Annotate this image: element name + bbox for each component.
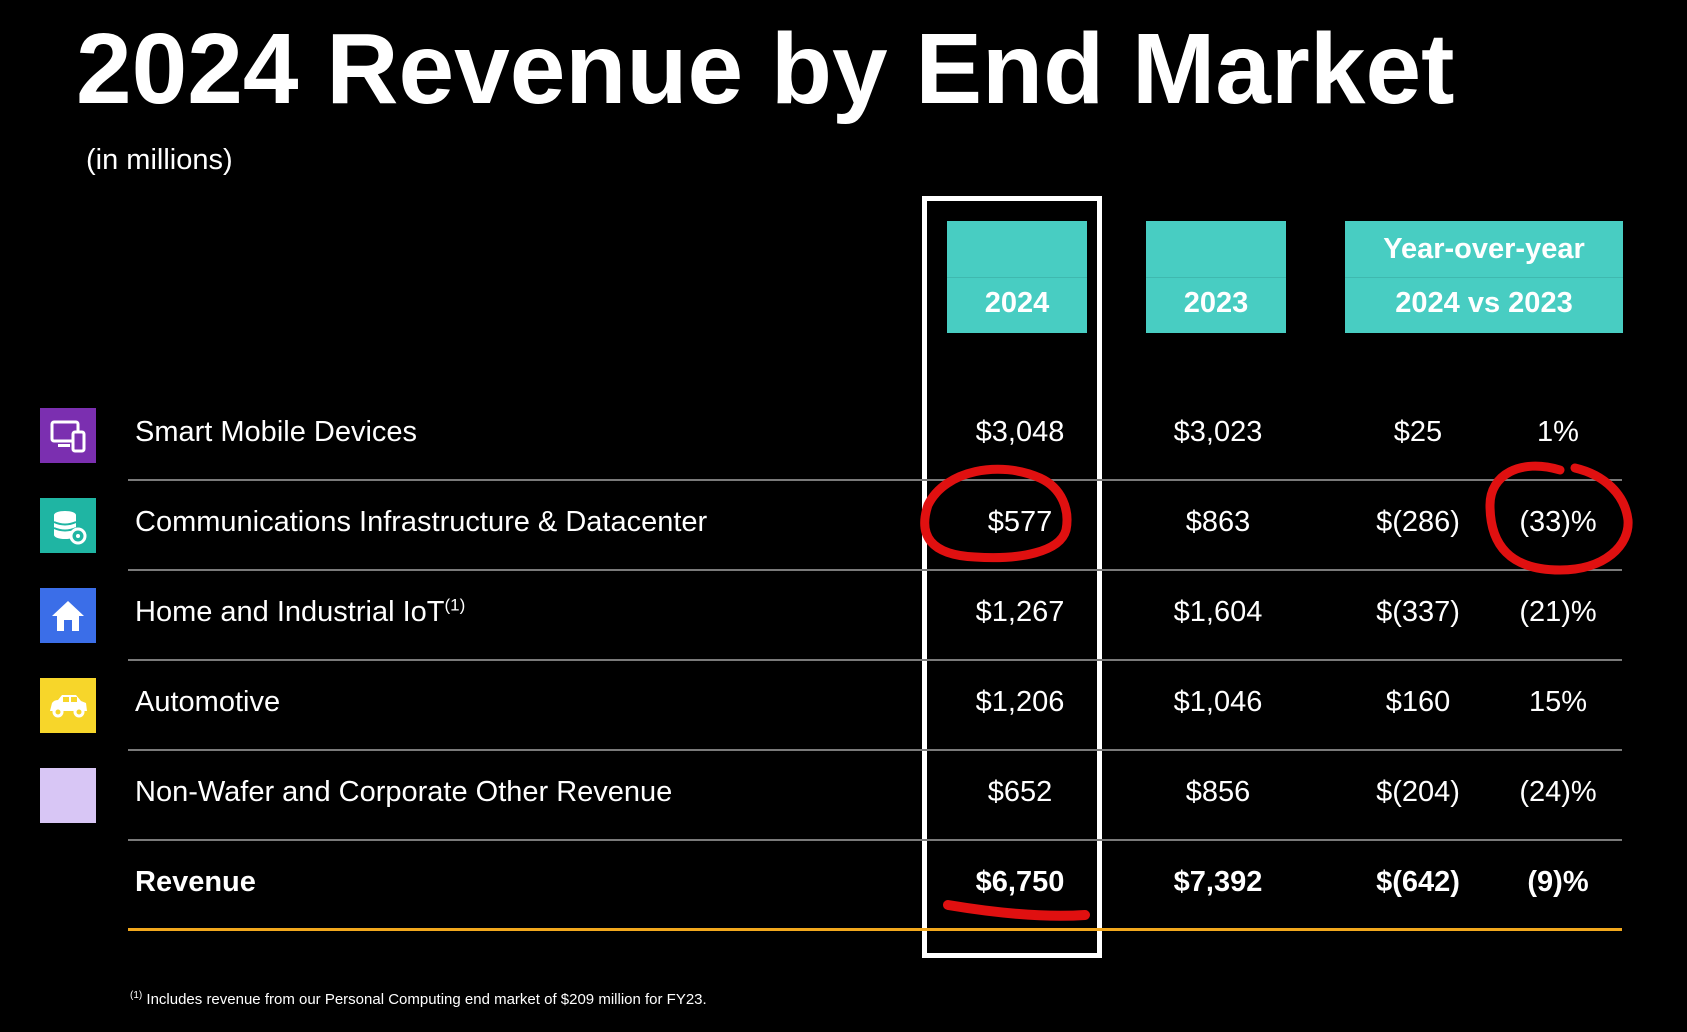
row-divider bbox=[128, 839, 1622, 841]
table-row: Non-Wafer and Corporate Other Revenue $6… bbox=[0, 748, 1687, 838]
row-divider bbox=[128, 749, 1622, 751]
value-2024: $652 bbox=[987, 776, 1053, 808]
yoy-percent: (33)% bbox=[1519, 506, 1597, 538]
header-2024: 2024 bbox=[947, 221, 1087, 333]
row-label: Automotive bbox=[135, 686, 281, 718]
row-label: Smart Mobile Devices bbox=[135, 416, 418, 448]
row-divider bbox=[128, 659, 1622, 661]
yoy-change: $25 bbox=[1393, 416, 1443, 448]
row-divider bbox=[128, 569, 1622, 571]
highlight-2024-frame bbox=[922, 196, 1102, 958]
value-2024: $3,048 bbox=[975, 416, 1065, 448]
home-icon bbox=[40, 588, 96, 643]
table-bottom-rule bbox=[128, 928, 1622, 931]
table-row: Automotive $1,206 $1,046 $160 15% bbox=[0, 658, 1687, 748]
car-icon bbox=[40, 678, 96, 733]
row-divider bbox=[128, 479, 1622, 481]
yoy-percent: (21)% bbox=[1519, 596, 1597, 628]
yoy-change: $(286) bbox=[1376, 506, 1460, 538]
total-2023: $7,392 bbox=[1173, 866, 1263, 898]
value-2024: $1,206 bbox=[975, 686, 1065, 718]
lavender-square-icon bbox=[40, 768, 96, 823]
total-row: Revenue $6,750 $7,392 $(642) (9)% bbox=[0, 838, 1687, 928]
yoy-change: $160 bbox=[1385, 686, 1451, 718]
total-label: Revenue bbox=[135, 866, 256, 898]
value-2024: $1,267 bbox=[975, 596, 1065, 628]
total-yoy-percent: (9)% bbox=[1527, 866, 1589, 898]
row-label: Communications Infrastructure & Datacent… bbox=[135, 506, 708, 538]
yoy-percent: (24)% bbox=[1519, 776, 1597, 808]
value-2023: $1,604 bbox=[1173, 596, 1263, 628]
database-gear-icon bbox=[40, 498, 96, 553]
value-2023: $863 bbox=[1185, 506, 1251, 538]
value-2023: $1,046 bbox=[1173, 686, 1263, 718]
page-title: 2024 Revenue by End Market bbox=[76, 13, 1455, 125]
value-2024: $577 bbox=[987, 506, 1053, 538]
yoy-change: $(337) bbox=[1376, 596, 1460, 628]
yoy-percent: 15% bbox=[1528, 686, 1588, 718]
row-label: Non-Wafer and Corporate Other Revenue bbox=[135, 776, 673, 808]
header-yoy: Year-over-year 2024 vs 2023 bbox=[1345, 221, 1623, 333]
table-row: Smart Mobile Devices $3,048 $3,023 $25 1… bbox=[0, 388, 1687, 478]
row-label: Home and Industrial IoT(1) bbox=[135, 595, 466, 628]
units-note: (in millions) bbox=[86, 144, 233, 176]
footnote: (1) Includes revenue from our Personal C… bbox=[130, 990, 707, 1008]
value-2023: $3,023 bbox=[1173, 416, 1263, 448]
mobile-devices-icon bbox=[40, 408, 96, 463]
table-row: Communications Infrastructure & Datacent… bbox=[0, 478, 1687, 568]
total-2024: $6,750 bbox=[975, 866, 1065, 898]
total-yoy-change: $(642) bbox=[1376, 866, 1460, 898]
header-2023: 2023 bbox=[1146, 221, 1286, 333]
yoy-change: $(204) bbox=[1376, 776, 1460, 808]
value-2023: $856 bbox=[1185, 776, 1251, 808]
yoy-percent: 1% bbox=[1537, 416, 1579, 448]
table-row: Home and Industrial IoT(1) $1,267 $1,604… bbox=[0, 568, 1687, 658]
footnote-marker: (1) bbox=[444, 595, 466, 615]
